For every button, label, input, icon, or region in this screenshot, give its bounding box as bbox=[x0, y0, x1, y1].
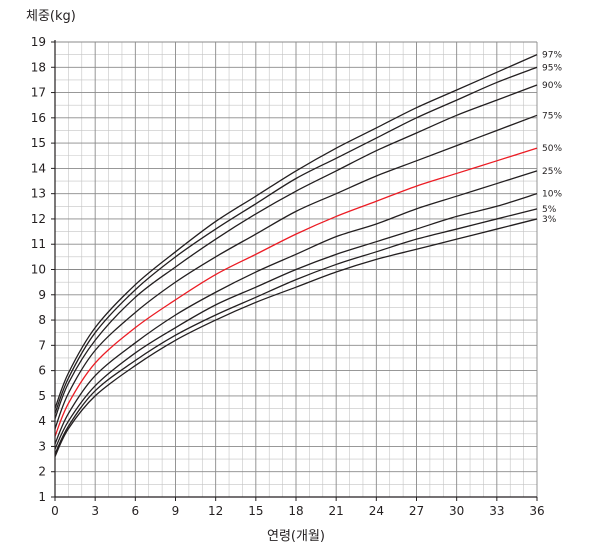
percentile-curve-5 bbox=[54, 208, 538, 455]
percentile-curves bbox=[54, 54, 538, 457]
y-tick-label: 1 bbox=[38, 490, 46, 504]
x-tick-label: 3 bbox=[91, 504, 99, 518]
percentile-curve-3 bbox=[54, 218, 538, 457]
y-tick-label: 14 bbox=[31, 161, 46, 175]
x-tick-label: 33 bbox=[489, 504, 504, 518]
y-axis-title: 체중(kg) bbox=[26, 9, 76, 24]
percentile-curve-95 bbox=[54, 66, 538, 414]
percentile-label-50: 50% bbox=[542, 144, 562, 154]
percentile-curve-10 bbox=[54, 193, 538, 450]
percentile-label-75: 75% bbox=[542, 111, 562, 121]
y-tick-label: 7 bbox=[38, 338, 46, 352]
percentile-curve-50 bbox=[54, 147, 538, 437]
percentile-label-10: 10% bbox=[542, 190, 562, 200]
y-tick-label: 11 bbox=[31, 237, 46, 251]
percentile-label-90: 90% bbox=[542, 81, 562, 91]
x-tick-labels: 0 3 6 9 12 15 18 21 24 27 30 33 36 bbox=[51, 497, 545, 518]
x-axis-title: 연령(개월) bbox=[267, 529, 325, 544]
y-tick-label: 13 bbox=[31, 187, 46, 201]
percentile-label-95: 95% bbox=[542, 63, 562, 73]
percentile-label-3: 3% bbox=[542, 215, 557, 225]
percentile-label-5: 5% bbox=[542, 205, 557, 215]
x-tick-label: 18 bbox=[288, 504, 303, 518]
y-tick-label: 10 bbox=[31, 263, 46, 277]
percentile-label-25: 25% bbox=[542, 167, 562, 177]
y-tick-label: 16 bbox=[31, 111, 46, 125]
y-tick-label: 2 bbox=[38, 465, 46, 479]
y-tick-label: 3 bbox=[38, 439, 46, 453]
x-tick-label: 12 bbox=[208, 504, 223, 518]
percentile-curve-75 bbox=[54, 114, 538, 429]
x-tick-label: 21 bbox=[329, 504, 344, 518]
y-tick-label: 6 bbox=[38, 364, 46, 378]
x-tick-label: 36 bbox=[529, 504, 544, 518]
y-tick-label: 8 bbox=[38, 313, 46, 327]
x-tick-label: 0 bbox=[51, 504, 59, 518]
x-tick-label: 9 bbox=[172, 504, 180, 518]
y-tick-label: 5 bbox=[38, 389, 46, 403]
x-tick-label: 24 bbox=[369, 504, 384, 518]
x-tick-label: 6 bbox=[132, 504, 140, 518]
x-tick-label: 30 bbox=[449, 504, 464, 518]
percentile-curve-90 bbox=[54, 84, 538, 419]
percentile-label-97: 97% bbox=[542, 51, 562, 61]
x-tick-label: 15 bbox=[248, 504, 263, 518]
percentile-curve-97 bbox=[54, 54, 538, 409]
percentile-labels: 97% 95% 90% 75% 50% 25% 10% 5%3% bbox=[542, 51, 562, 225]
percentile-curve-25 bbox=[54, 170, 538, 445]
x-tick-label: 27 bbox=[409, 504, 424, 518]
major-grid bbox=[54, 41, 538, 498]
y-tick-label: 9 bbox=[38, 288, 46, 302]
y-tick-label: 15 bbox=[31, 136, 46, 150]
y-tick-label: 18 bbox=[31, 60, 46, 74]
y-tick-label: 4 bbox=[38, 414, 46, 428]
y-tick-label: 19 bbox=[31, 35, 46, 49]
y-tick-label: 12 bbox=[31, 212, 46, 226]
y-tick-label: 17 bbox=[31, 86, 46, 100]
